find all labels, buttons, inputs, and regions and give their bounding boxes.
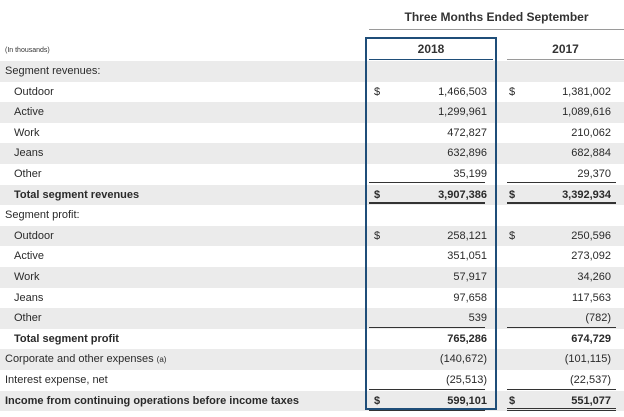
- column-2018-highlight-box: [365, 37, 497, 410]
- table-row: Active 1,299,961 1,089,616: [0, 102, 624, 123]
- value-2017: 29,370: [577, 168, 611, 180]
- value-2018: 765,286: [447, 332, 487, 345]
- value-2018: 632,896: [447, 147, 487, 160]
- year-2018-header: 2018: [417, 42, 445, 56]
- currency-2018: $: [374, 188, 381, 201]
- table-row: Other 539 (782): [0, 308, 624, 329]
- row-label: Segment profit:: [5, 209, 80, 222]
- value-2018: 599,101: [447, 394, 487, 407]
- period-header: Three Months Ended September: [404, 10, 589, 24]
- row-label: Interest expense, net: [5, 374, 108, 386]
- profit-other-rule-2018: [369, 327, 485, 328]
- row-label: Income from continuing operations before…: [5, 394, 299, 407]
- table-row: Outdoor $1,466,503 $1,381,002: [0, 82, 624, 103]
- value-2017: 117,563: [572, 291, 611, 304]
- year-2017-header: 2017: [552, 42, 579, 56]
- row-label: Other: [14, 312, 42, 325]
- value-2018: 258,121: [447, 229, 487, 242]
- currency-2017: $: [509, 229, 516, 242]
- value-2017: (22,537): [570, 374, 611, 386]
- value-2018: 1,299,961: [438, 106, 487, 119]
- table-row: Segment revenues:: [0, 61, 624, 82]
- total-revenues-rule-2017: [507, 202, 616, 204]
- interest-rule-2018: [369, 389, 485, 390]
- value-2018: 472,827: [447, 126, 487, 139]
- value-2017: 250,596: [571, 229, 611, 242]
- value-2017: 674,729: [571, 332, 611, 345]
- value-2017: 3,392,934: [562, 188, 611, 201]
- table-row: Total segment profit 765,286 674,729: [0, 329, 624, 350]
- table-row: Work 57,917 34,260: [0, 267, 624, 288]
- value-2017: (782): [585, 312, 611, 325]
- total-revenues-rule-2018: [369, 202, 485, 204]
- table-row: Corporate and other expenses (a) (140,672…: [0, 349, 624, 370]
- row-label: Active: [14, 250, 44, 263]
- row-label: Corporate and other expenses (a): [5, 353, 167, 366]
- table-row: Outdoor $258,121 $250,596: [0, 225, 624, 247]
- row-label: Work: [14, 126, 40, 139]
- table-row: Segment profit:: [0, 205, 624, 226]
- value-2018: (25,513): [446, 374, 487, 386]
- currency-2017: $: [509, 394, 516, 407]
- value-2017: (101,115): [564, 353, 611, 366]
- table-row: Other 35,199 29,370: [0, 164, 624, 185]
- value-2017: 210,062: [571, 126, 611, 139]
- value-2017: 1,089,616: [562, 106, 611, 119]
- table-row: Active 351,051 273,092: [0, 246, 624, 267]
- currency-2018: $: [374, 229, 381, 242]
- row-label: Segment revenues:: [5, 65, 101, 77]
- currency-2017: $: [509, 188, 516, 201]
- table-row: Income from continuing operations before…: [0, 390, 624, 412]
- row-label: Jeans: [14, 291, 44, 304]
- table-row: Jeans 632,896 682,884: [0, 143, 624, 164]
- value-2018: 539: [468, 312, 487, 325]
- units-note: (In thousands): [5, 47, 50, 54]
- table-row: Interest expense, net (25,513) (22,537): [0, 370, 624, 391]
- value-2017: 551,077: [571, 394, 611, 407]
- value-2017: 273,092: [571, 250, 611, 263]
- period-header-rule: [369, 29, 624, 30]
- table-row: Work 472,827 210,062: [0, 123, 624, 144]
- row-label: Active: [14, 106, 44, 119]
- value-2017: 682,884: [571, 147, 611, 160]
- subtotal-rule-2017: [507, 182, 616, 183]
- final-total-rule-2017: [507, 408, 616, 411]
- row-label: Outdoor: [14, 85, 54, 98]
- row-label: Total segment revenues: [14, 188, 140, 201]
- row-label: Jeans: [14, 147, 44, 160]
- currency-2018: $: [374, 394, 381, 407]
- value-2018: 35,199: [453, 168, 487, 180]
- value-2017: 34,260: [577, 271, 611, 283]
- footnote-marker: (a): [156, 355, 167, 365]
- row-label: Outdoor: [14, 229, 54, 242]
- value-2018: 57,917: [453, 271, 487, 283]
- row-label: Total segment profit: [14, 332, 119, 345]
- row-label: Work: [14, 271, 40, 283]
- subtotal-rule-2018: [369, 182, 485, 183]
- year-2018-rule: [369, 59, 493, 60]
- value-2018: (140,672): [439, 353, 487, 366]
- profit-other-rule-2017: [507, 327, 616, 328]
- table-row: Jeans 97,658 117,563: [0, 288, 624, 309]
- value-2018: 351,051: [447, 250, 487, 263]
- value-2018: 1,466,503: [438, 85, 487, 98]
- value-2018: 3,907,386: [438, 188, 487, 201]
- row-label: Other: [14, 168, 42, 180]
- value-2017: 1,381,002: [562, 85, 611, 98]
- year-2017-rule: [507, 59, 624, 60]
- currency-2018: $: [374, 85, 381, 98]
- value-2018: 97,658: [453, 291, 487, 304]
- currency-2017: $: [509, 85, 516, 98]
- table-row: Total segment revenues $3,907,386 $3,392,9…: [0, 184, 624, 206]
- interest-rule-2017: [507, 389, 616, 390]
